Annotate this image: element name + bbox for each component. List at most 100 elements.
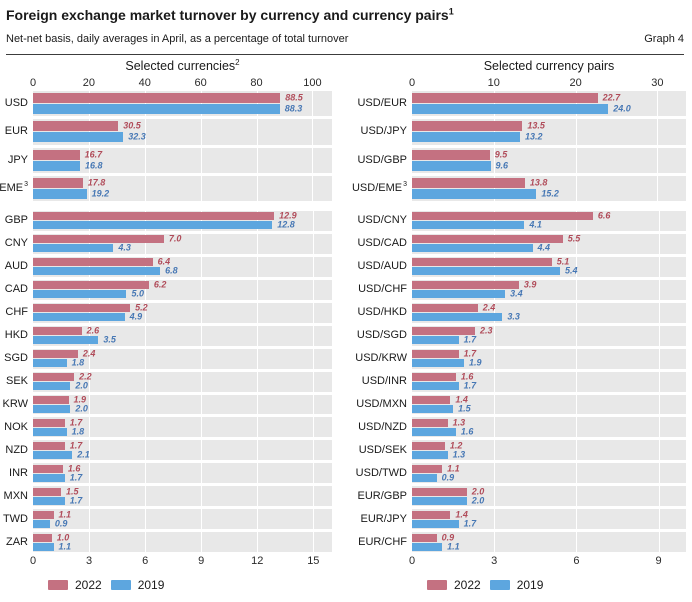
gridline	[257, 233, 259, 254]
bar-2022: 22.7	[412, 93, 620, 104]
legend-item-2022: 2022	[427, 578, 481, 592]
gridline	[145, 440, 147, 461]
category-label: GBP	[2, 211, 33, 231]
legend-label: 2022	[75, 578, 102, 592]
gridline	[576, 532, 578, 553]
gridline	[494, 417, 496, 438]
category-label: EUR	[2, 119, 33, 144]
chart-row: USD/TWD 1.1 0.9	[346, 463, 686, 484]
bar-track: 1.5 1.7	[33, 486, 332, 507]
graph-number-label: Graph 4	[644, 33, 684, 45]
subtitle: Net-net basis, daily averages in April, …	[6, 33, 349, 45]
bar-2019: 1.7	[412, 335, 476, 345]
gridline	[89, 440, 91, 461]
bar-track: 2.0 2.0	[412, 486, 686, 507]
gridline	[494, 348, 496, 369]
chart-row: USD/CHF 3.9 3.4	[346, 279, 686, 300]
gridline	[657, 147, 659, 173]
gridline	[493, 147, 495, 173]
bar-track: 22.7 24.0	[412, 91, 686, 117]
gridline	[201, 256, 203, 277]
gridline	[201, 302, 203, 323]
bar-2019: 1.7	[412, 381, 476, 391]
chart-row: USD/NZD 1.3 1.6	[346, 417, 686, 438]
bar-2022: 6.2	[33, 280, 166, 290]
gridline	[145, 233, 147, 254]
gridline	[257, 256, 259, 277]
gridline	[256, 175, 258, 201]
axis-tick-label: 9	[198, 555, 205, 567]
gridline	[257, 302, 259, 323]
category-text: USD/CHF	[358, 283, 407, 296]
legend-currencies: 2022 2019	[48, 578, 332, 592]
bar-panel-other-currencies: GBP 12.9 12.8 CNY 7.0 4.3 AUD 6.4 6.8 CAD 6.2 5.0 CH…	[2, 211, 332, 553]
category-label: SEK	[2, 372, 33, 392]
charts-area: Selected currencies2 0 20 40 60 80 100 USD 88.…	[0, 58, 692, 602]
value-label-2019: 0.9	[441, 472, 455, 483]
value-label-2022: 5.2	[135, 302, 148, 313]
bar-2019: 16.8	[33, 160, 102, 171]
chart-row: CAD 6.2 5.0	[2, 279, 332, 300]
category-text: JPY	[7, 153, 28, 166]
legend-label: 2019	[137, 578, 165, 592]
value-label-2022: 1.4	[455, 394, 468, 405]
bar-2022: 1.7	[412, 349, 476, 359]
axis-tick-label: 15	[307, 555, 320, 567]
legend-label: 2022	[454, 578, 481, 592]
value-label-2022: 88.5	[285, 92, 303, 103]
gridline	[658, 325, 660, 346]
gridline	[576, 279, 578, 300]
axis-tick-label: 12	[251, 555, 264, 567]
category-text: USD	[4, 97, 28, 110]
bar-track: 3.9 3.4	[412, 279, 686, 300]
gridline	[312, 91, 314, 117]
x-axis-top-currencies: 0 20 40 60 80 100	[30, 76, 332, 91]
gridline	[576, 233, 578, 254]
category-text: EUR/CHF	[358, 535, 407, 548]
bar-2019: 12.8	[33, 220, 295, 230]
value-label-2022: 7.0	[168, 233, 182, 244]
gridline	[89, 211, 91, 231]
bar-2019: 2.1	[33, 450, 90, 459]
chart-row: USD 88.5 88.3	[2, 91, 332, 117]
bar-2022: 1.0	[33, 533, 69, 542]
bar-track: 1.3 1.6	[412, 417, 686, 438]
gridline	[658, 509, 660, 530]
gridline	[576, 302, 578, 323]
graph-header: Foreign exchange market turnover by curr…	[0, 0, 692, 55]
bar-2022: 1.7	[33, 441, 82, 450]
bar-2019: 1.1	[33, 542, 71, 551]
gridline	[494, 233, 496, 254]
gridline	[257, 325, 259, 346]
x-axis-bottom-pairs: 0 3 6 9	[409, 555, 686, 570]
bar-track: 5.2 4.9	[33, 302, 332, 323]
category-text: USD/GBP	[357, 153, 407, 166]
value-label-2022: 2.6	[86, 325, 100, 336]
value-label-2019: 1.8	[71, 426, 85, 437]
value-label-2019: 4.9	[129, 311, 143, 322]
category-label: AUD	[2, 257, 33, 277]
bar-2022: 2.6	[33, 326, 99, 336]
bar-2019: 4.4	[412, 243, 550, 253]
gridline	[575, 119, 577, 145]
gridline	[88, 175, 90, 201]
bar-2019: 1.8	[33, 427, 84, 436]
gridline	[313, 348, 315, 369]
gridline	[313, 509, 315, 530]
gridline	[576, 256, 578, 277]
bar-2022: 88.5	[33, 93, 303, 104]
bar-2022: 13.8	[412, 177, 547, 188]
gridline	[145, 211, 147, 231]
bar-2019: 2.0	[33, 404, 88, 413]
bar-2019: 1.7	[412, 519, 476, 528]
gridline	[145, 532, 147, 553]
bar-2022: 17.8	[33, 177, 105, 188]
gridline	[576, 486, 578, 507]
category-text: SEK	[5, 375, 28, 388]
chart-row: CHF 5.2 4.9	[2, 302, 332, 323]
value-label-2022: 6.2	[153, 279, 167, 290]
gridline	[201, 417, 203, 438]
value-label-2019: 15.2	[541, 188, 559, 199]
bar-2022: 1.9	[33, 395, 86, 404]
